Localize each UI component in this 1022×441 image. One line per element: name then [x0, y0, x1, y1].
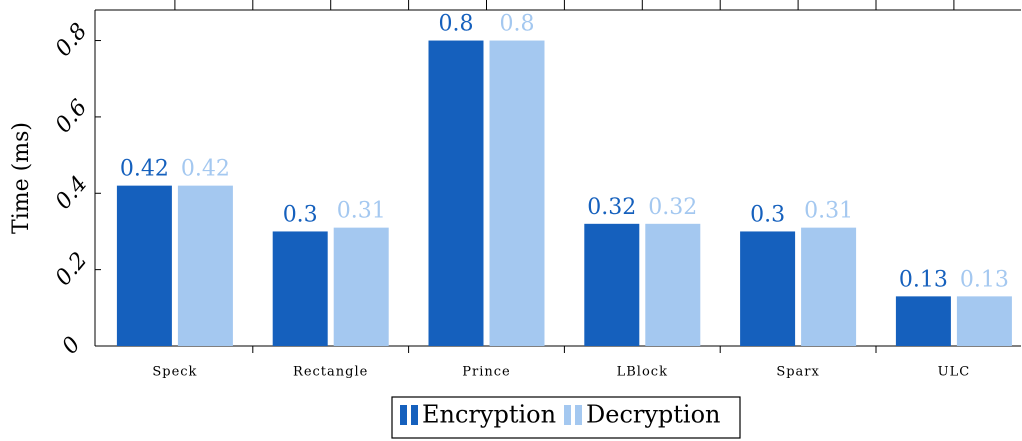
y-tick-label: 0.2	[51, 248, 93, 291]
value-label: 0.31	[337, 199, 386, 224]
x-tick-label: ULC	[938, 365, 971, 380]
bar	[645, 223, 701, 346]
value-label: 0.13	[960, 267, 1009, 292]
bar	[333, 227, 389, 346]
x-tick-label: Prince	[462, 365, 510, 380]
value-label: 0.32	[587, 195, 636, 220]
bar	[740, 231, 796, 346]
y-tick-label: 0.4	[51, 172, 93, 215]
value-label: 0.13	[899, 267, 948, 292]
value-label: 0.8	[500, 12, 535, 37]
legend-swatch	[411, 405, 418, 425]
bar	[489, 40, 545, 346]
bar	[895, 296, 951, 346]
value-label: 0.31	[804, 199, 853, 224]
bar	[116, 185, 172, 346]
legend-swatch	[564, 405, 571, 425]
bar	[272, 231, 328, 346]
x-tick-label: Sparx	[776, 365, 820, 380]
y-tick-label: 0	[58, 332, 86, 359]
bar	[584, 223, 640, 346]
bar	[956, 296, 1012, 346]
value-label: 0.42	[181, 157, 230, 182]
x-tick-label: Rectangle	[293, 365, 368, 380]
value-label: 0.32	[648, 195, 697, 220]
value-label: 0.42	[120, 157, 169, 182]
legend-swatch	[400, 405, 407, 425]
value-label: 0.8	[439, 12, 474, 37]
y-axis-label: Time (ms)	[9, 122, 34, 234]
bar	[177, 185, 233, 346]
bar	[801, 227, 857, 346]
bar	[428, 40, 484, 346]
legend-box	[391, 396, 741, 439]
y-tick-label: 0.6	[51, 95, 93, 138]
x-tick-label: LBlock	[617, 365, 668, 380]
value-label: 0.3	[750, 202, 785, 227]
legend-label: Decryption	[586, 401, 721, 429]
legend-swatch	[575, 405, 582, 425]
y-tick-label: 0.8	[51, 19, 93, 62]
x-tick-label: Speck	[152, 365, 197, 380]
legend-label: Encryption	[422, 401, 556, 429]
value-label: 0.3	[283, 202, 318, 227]
